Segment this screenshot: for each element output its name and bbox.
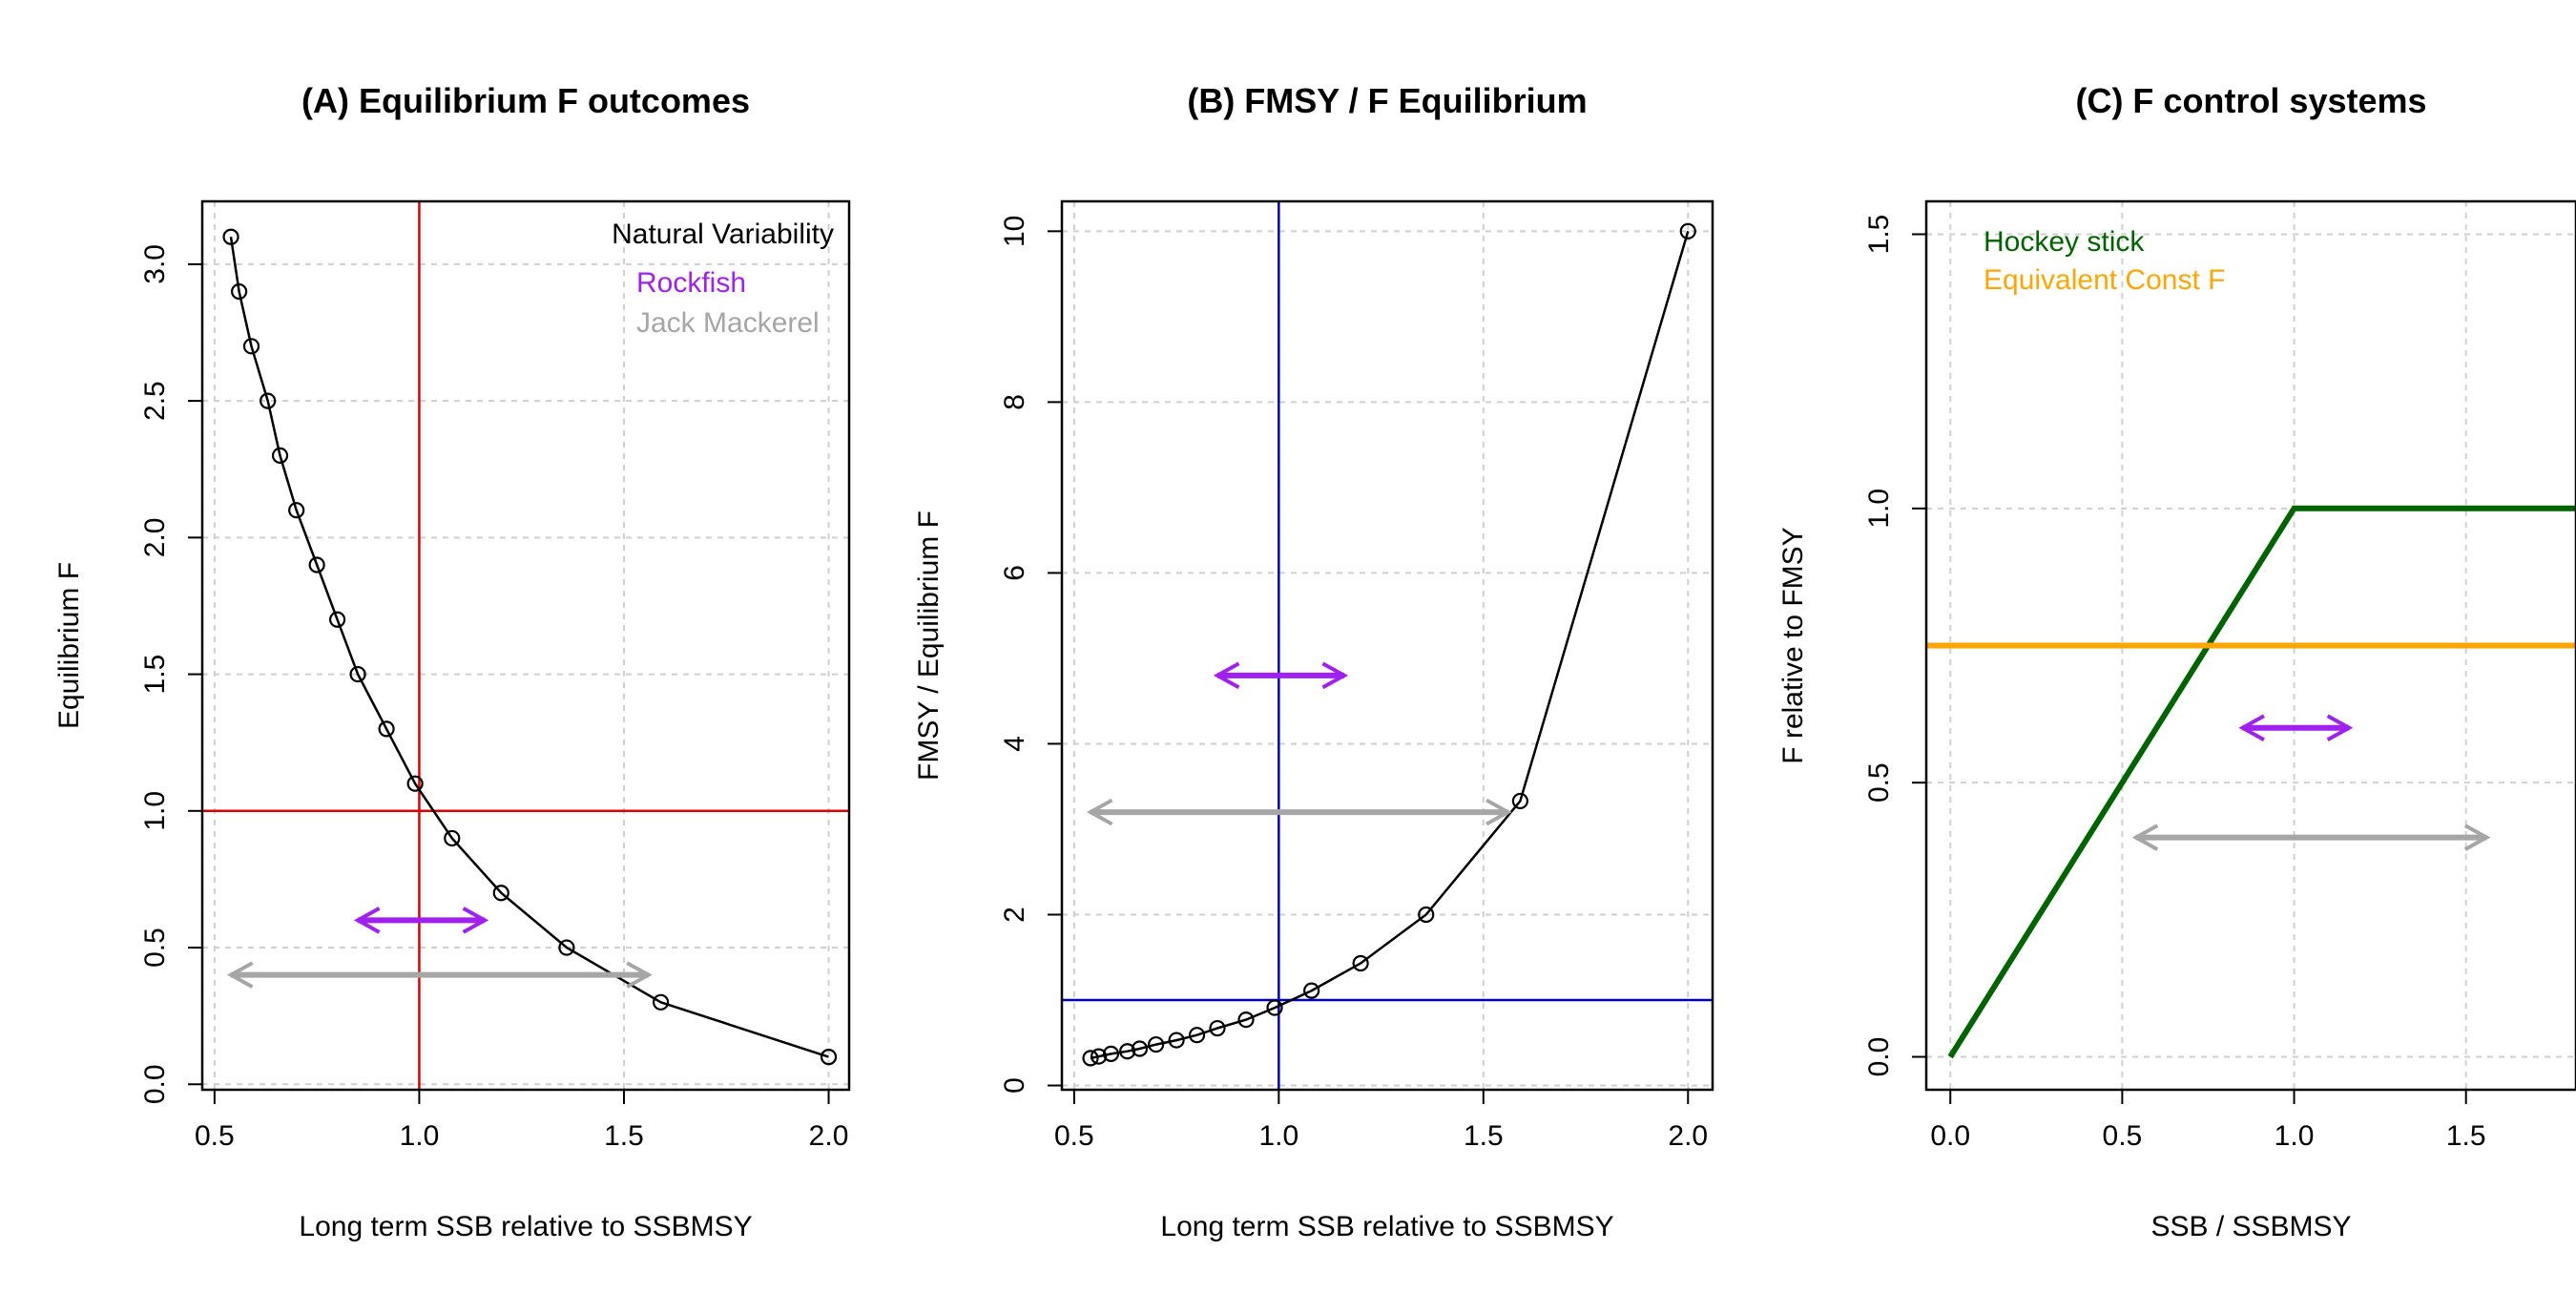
x-tick-label: 0.0 xyxy=(1930,1120,1970,1152)
data-point xyxy=(1418,906,1435,924)
panel-b: (B) FMSY / F Equilibrium 0.5 1.0 1.5 2.0 0 2 4 6… xyxy=(913,81,1714,1242)
data-point xyxy=(1168,1032,1185,1049)
y-tick-label: 1.5 xyxy=(1863,215,1895,255)
series-line-0 xyxy=(229,237,829,1058)
data-point xyxy=(1303,982,1320,999)
y-tick-label: 4 xyxy=(999,736,1030,752)
series-line-0 xyxy=(1090,230,1690,1060)
data-point xyxy=(1679,222,1696,240)
legend-item: Equivalent Const F xyxy=(1984,264,2225,296)
x-tick-label: 1.0 xyxy=(2275,1120,2315,1152)
y-tick-label: 8 xyxy=(999,394,1030,410)
data-point xyxy=(1511,792,1529,810)
data-point xyxy=(329,611,346,628)
y-axis-label: FMSY / Equilibrium F xyxy=(913,511,945,781)
y-tick-label: 0.5 xyxy=(139,928,171,968)
chart-title: (A) Equilibrium F outcomes xyxy=(301,81,750,120)
y-tick-label: 6 xyxy=(999,565,1030,581)
data-point xyxy=(444,829,461,847)
data-point xyxy=(1091,1048,1108,1065)
data-point xyxy=(1102,1045,1120,1063)
data-point xyxy=(349,665,366,683)
data-point xyxy=(1266,999,1283,1016)
x-tick-label: 1.5 xyxy=(604,1120,644,1152)
legend: Natural Variability Rockfish Jack Mackerel xyxy=(612,219,834,339)
data-point xyxy=(308,556,325,574)
chart-title: (B) FMSY / F Equilibrium xyxy=(1187,81,1587,120)
data-point xyxy=(242,338,260,355)
x-tick-label: 2.0 xyxy=(1668,1120,1708,1152)
x-tick-label: 0.5 xyxy=(1054,1120,1094,1152)
x-tick-label: 2.0 xyxy=(809,1120,849,1152)
y-tick-label: 0.0 xyxy=(139,1064,171,1104)
data-point xyxy=(1119,1043,1136,1060)
x-tick-label: 0.5 xyxy=(195,1120,235,1152)
y-tick-label: 1.5 xyxy=(139,655,171,695)
chart-title: (C) F control systems xyxy=(2075,81,2426,120)
x-axis-label: Long term SSB relative to SSBMSY xyxy=(299,1211,752,1242)
x-axis-label: SSB / SSBMSY xyxy=(2150,1211,2351,1242)
plot-area xyxy=(1926,201,2576,1090)
data-point xyxy=(1352,954,1369,972)
data-point xyxy=(288,502,305,519)
legend-title: Natural Variability xyxy=(612,219,834,250)
y-tick-label: 2.5 xyxy=(139,381,171,421)
data-point xyxy=(1131,1040,1149,1057)
panel-c: (C) F control systems 0.0 0.5 1.0 1.5 0.0 0.5 1… xyxy=(1777,81,2576,1242)
y-tick-label: 2 xyxy=(999,907,1030,923)
data-point xyxy=(820,1049,838,1066)
data-point xyxy=(1209,1019,1226,1037)
y-tick-label: 0.5 xyxy=(1863,762,1895,803)
data-point xyxy=(378,720,395,738)
data-point xyxy=(271,447,289,465)
plot-area xyxy=(1062,201,1713,1090)
x-tick-label: 1.0 xyxy=(400,1120,440,1152)
x-tick-label: 1.0 xyxy=(1258,1120,1298,1152)
y-tick-label: 3.0 xyxy=(139,244,171,284)
data-point xyxy=(222,228,239,245)
plot-area xyxy=(202,201,849,1090)
legend-item: Rockfish xyxy=(636,267,746,299)
legend-item: Jack Mackerel xyxy=(636,307,820,339)
plot-frame xyxy=(1924,199,2576,1092)
legend-item: Hockey stick xyxy=(1984,226,2145,258)
plot-frame xyxy=(200,199,851,1092)
y-tick-label: 10 xyxy=(999,216,1030,247)
data-point xyxy=(1148,1035,1165,1053)
y-tick-label: 0.0 xyxy=(1863,1037,1895,1077)
x-tick-label: 1.5 xyxy=(1464,1120,1504,1152)
x-tick-label: 1.5 xyxy=(2446,1120,2486,1152)
plot-frame xyxy=(1060,199,1714,1092)
panel-a: (A) Equilibrium F outcomes 0.5 1.0 1.5 2.0 0.… xyxy=(53,81,851,1242)
series-line-0 xyxy=(1947,505,2576,1059)
data-point xyxy=(558,939,575,956)
data-point xyxy=(231,282,248,301)
legend: Hockey stick Equivalent Const F xyxy=(1984,226,2225,296)
data-point xyxy=(260,392,277,409)
data-point xyxy=(1082,1050,1099,1067)
data-point xyxy=(492,885,509,902)
x-tick-label: 0.5 xyxy=(2103,1120,2143,1152)
y-tick-label: 1.0 xyxy=(139,791,171,831)
y-tick-label: 2.0 xyxy=(139,517,171,557)
y-tick-label: 0 xyxy=(999,1077,1030,1094)
y-tick-label: 1.0 xyxy=(1863,489,1895,529)
y-axis-label: Equilibrium F xyxy=(53,562,85,729)
data-point xyxy=(653,993,670,1011)
y-axis-label: F relative to FMSY xyxy=(1777,527,1809,763)
data-point xyxy=(1188,1027,1206,1044)
data-point xyxy=(1237,1011,1255,1029)
data-point xyxy=(406,775,424,792)
x-axis-label: Long term SSB relative to SSBMSY xyxy=(1160,1211,1613,1242)
